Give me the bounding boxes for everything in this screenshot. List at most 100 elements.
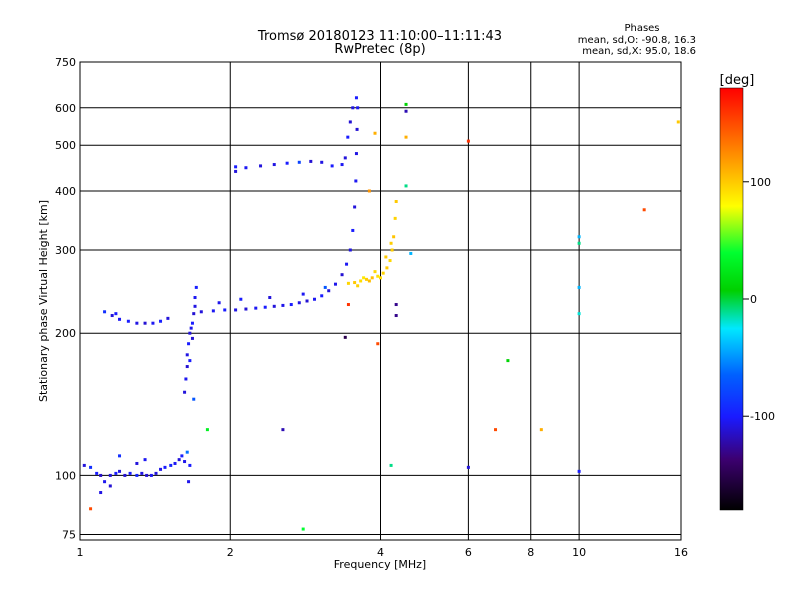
phases-x-line: mean, sd,X: 95.0, 18.6 (582, 46, 696, 57)
data-point (108, 484, 112, 488)
data-point (348, 248, 352, 252)
data-point (297, 160, 301, 164)
data-point (180, 454, 184, 458)
data-point (128, 471, 132, 475)
data-point (114, 471, 118, 475)
colorbar-tick-label: 0 (750, 293, 757, 306)
data-point (346, 281, 350, 285)
data-point (373, 131, 377, 135)
x-tick-label: 16 (674, 546, 688, 559)
data-point (389, 241, 393, 245)
data-point (404, 135, 408, 139)
data-point (103, 310, 107, 314)
chart-title: Tromsø 20180123 11:10:00–11:11:43 (257, 29, 502, 44)
data-point (217, 301, 221, 305)
data-point (353, 281, 357, 285)
data-point (577, 285, 581, 289)
data-point (189, 326, 193, 330)
data-point (367, 279, 371, 283)
data-point (385, 266, 389, 270)
data-point (211, 309, 215, 313)
data-point (263, 305, 267, 309)
data-point (159, 467, 163, 471)
data-point (289, 303, 293, 307)
data-point (185, 353, 189, 357)
data-point (301, 292, 305, 296)
data-point (110, 314, 114, 318)
data-point (234, 169, 238, 173)
colorbar-label: [deg] (720, 73, 755, 88)
y-tick-label: 400 (55, 185, 76, 198)
data-point (333, 282, 337, 286)
colorbar-tick-label: -100 (750, 410, 775, 423)
data-point (351, 228, 355, 232)
x-tick-label: 2 (227, 546, 234, 559)
data-point (95, 471, 99, 475)
data-point (305, 299, 309, 303)
data-point (323, 285, 327, 289)
x-tick-label: 10 (572, 546, 586, 559)
data-point (140, 471, 144, 475)
data-point (149, 473, 153, 477)
data-point (351, 106, 355, 110)
data-point (404, 102, 408, 106)
data-point (187, 480, 191, 484)
data-point (99, 491, 103, 495)
data-point (118, 469, 122, 473)
data-point (192, 397, 196, 401)
data-point (192, 312, 196, 316)
data-point (379, 276, 382, 280)
data-point (188, 359, 192, 363)
data-point (244, 307, 248, 311)
data-point (312, 297, 316, 301)
data-point (272, 304, 276, 308)
data-point (159, 319, 163, 323)
data-point (309, 159, 313, 163)
data-point (272, 163, 276, 167)
data-point (320, 294, 324, 298)
data-point (343, 156, 347, 160)
data-point (143, 321, 147, 325)
data-point (135, 473, 139, 477)
data-point (199, 310, 203, 314)
y-tick-label: 75 (62, 528, 76, 541)
data-point (354, 152, 358, 156)
x-tick-label: 8 (527, 546, 534, 559)
data-point (355, 127, 359, 131)
data-point (356, 284, 360, 288)
data-point (389, 463, 393, 467)
data-point (108, 473, 112, 477)
data-point (394, 200, 398, 204)
data-point (320, 160, 324, 164)
data-point (135, 321, 139, 325)
y-axis-ticks: 75 100 200 300 400 500 600 750 (55, 56, 76, 541)
data-point (393, 216, 397, 220)
data-point (343, 335, 347, 339)
data-point (388, 259, 392, 263)
y-axis-label: Stationary phase Virtual Height [km] (37, 200, 50, 402)
data-point (185, 365, 189, 369)
data-point (359, 279, 363, 283)
data-point (89, 507, 93, 511)
data-point (404, 109, 408, 113)
data-point (143, 458, 147, 462)
data-point (99, 473, 103, 477)
data-point (577, 235, 581, 239)
data-point (173, 461, 177, 465)
data-point (151, 321, 155, 325)
x-tick-label: 1 (77, 546, 84, 559)
data-point (390, 248, 394, 252)
data-point (346, 135, 350, 139)
data-point (285, 161, 289, 165)
data-point (194, 285, 198, 289)
x-tick-label: 4 (377, 546, 384, 559)
chart-subtitle: RwPretec (8p) (334, 42, 425, 57)
data-point (244, 166, 248, 170)
data-point (642, 208, 646, 212)
data-point (281, 303, 285, 307)
data-point (348, 120, 352, 124)
data-point (185, 450, 189, 454)
data-point (577, 469, 581, 473)
data-point (376, 342, 380, 346)
